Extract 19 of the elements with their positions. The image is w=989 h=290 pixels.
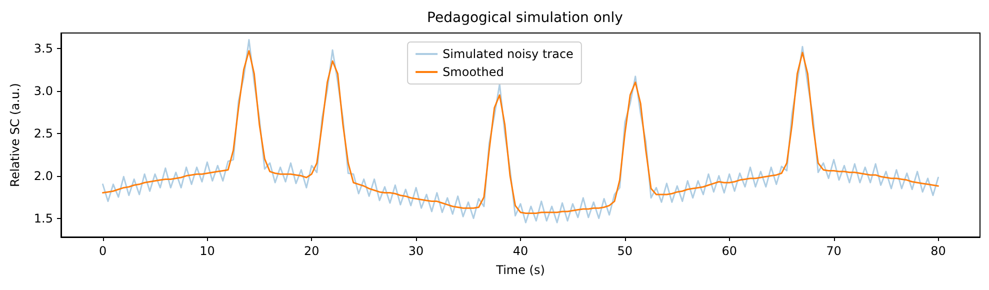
x-tick-label: 50 — [617, 244, 633, 258]
x-axis-title: Time (s) — [495, 263, 545, 277]
x-tick-label: 10 — [200, 244, 215, 258]
y-tick-label: 3.0 — [34, 84, 53, 98]
y-axis-title: Relative SC (a.u.) — [8, 83, 22, 187]
legend-label: Simulated noisy trace — [442, 47, 574, 61]
x-tick-label: 0 — [98, 244, 107, 258]
x-tick-label: 70 — [826, 244, 842, 258]
y-tick-label: 2.0 — [34, 168, 53, 183]
y-tick-label: 3.5 — [34, 41, 53, 56]
y-tick-label: 2.5 — [34, 126, 53, 140]
x-tick-label: 60 — [722, 244, 738, 258]
x-tick-label: 40 — [512, 244, 528, 258]
chart-title: Pedagogical simulation only — [427, 10, 623, 26]
legend-label: Smoothed — [442, 65, 504, 79]
x-tick-label: 30 — [408, 244, 424, 258]
x-tick-label: 80 — [930, 244, 946, 258]
x-tick-label: 20 — [304, 244, 320, 258]
y-tick-label: 1.5 — [34, 211, 53, 226]
